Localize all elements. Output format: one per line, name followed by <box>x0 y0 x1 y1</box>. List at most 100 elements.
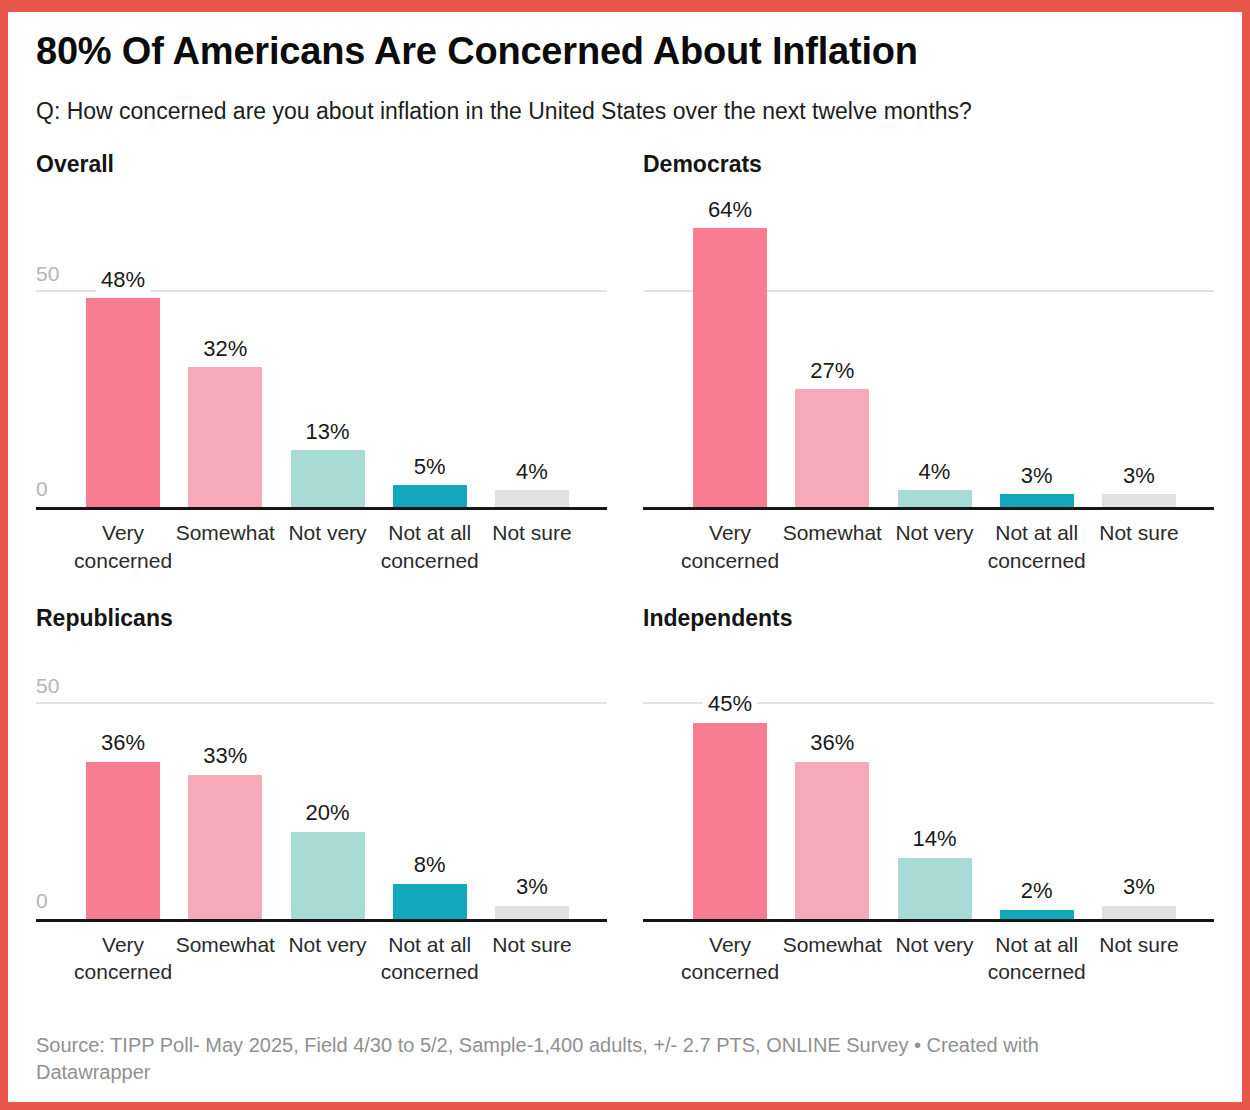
axis-tick-0: 0 <box>36 477 48 501</box>
bar-value-label: 3% <box>511 874 553 900</box>
bar-value-label: 33% <box>198 743 252 769</box>
bar-value-label: 4% <box>914 459 956 485</box>
panel-democrats: Democrats 64% 27% 4% 3%3% Very concernedSom… <box>643 151 1214 574</box>
bar-value-label: 13% <box>300 419 354 445</box>
axis-tick-0: 0 <box>36 889 48 913</box>
bar-value-label: 32% <box>198 336 252 362</box>
bar-column: 3% <box>1088 634 1190 922</box>
bar-value-label: 36% <box>96 730 150 756</box>
bar-value-label: 45% <box>703 691 757 717</box>
panel-title: Independents <box>643 605 1214 632</box>
bar-column: 45% <box>679 634 781 922</box>
category-label: Not at all concerned <box>986 931 1088 986</box>
category-label: Somewhat <box>174 931 276 986</box>
bar <box>693 723 767 919</box>
bar-value-label: 36% <box>805 730 859 756</box>
category-label: Very concerned <box>679 931 781 986</box>
bar-chart: 50 0 36% 33% 20% 8% 3% <box>36 634 607 922</box>
bar <box>693 228 767 507</box>
bar-value-label: 14% <box>907 826 961 852</box>
panel-title: Overall <box>36 151 607 178</box>
small-multiples-grid: Overall 50048%32%13%5%4% Very concernedS… <box>36 151 1214 986</box>
panel-republicans: Republicans 50 0 36% 33% 20% 8% 3% Very concer… <box>36 605 607 986</box>
category-label: Not sure <box>1088 931 1190 986</box>
category-axis: Very concernedSomewhatNot veryNot at all… <box>36 519 607 574</box>
bar-column: 33% <box>174 634 276 922</box>
bar-chart: 64% 27% 4% 3%3% <box>643 180 1214 510</box>
bar <box>1102 906 1176 919</box>
bar-column: 14% <box>883 634 985 922</box>
panel-title: Democrats <box>643 151 1214 178</box>
bar <box>1102 494 1176 507</box>
bar <box>188 775 262 919</box>
bar <box>291 832 365 919</box>
category-label: Not very <box>883 931 985 986</box>
x-axis-baseline <box>36 919 607 922</box>
bar <box>188 367 262 507</box>
bar-value-label: 20% <box>300 800 354 826</box>
bar <box>86 298 160 507</box>
category-label: Not sure <box>481 519 583 574</box>
bar <box>291 450 365 507</box>
bar <box>795 762 869 919</box>
panel-overall: Overall 50048%32%13%5%4% Very concernedS… <box>36 151 607 574</box>
bar <box>86 762 160 919</box>
bar-value-label: 8% <box>409 852 451 878</box>
bar-column: 48% <box>72 180 174 510</box>
bars-group: 45% 36% 14% 2% 3% <box>679 634 1190 922</box>
bar-column: 3% <box>1088 180 1190 510</box>
bar-column: 5% <box>379 180 481 510</box>
category-label: Not very <box>276 519 378 574</box>
category-label: Very concerned <box>72 519 174 574</box>
bar <box>898 490 972 507</box>
bar-column: 36% <box>72 634 174 922</box>
bars-group: 36% 33% 20% 8% 3% <box>72 634 583 922</box>
bar-value-label: 27% <box>805 358 859 384</box>
bar-column: 4% <box>481 180 583 510</box>
bars-group: 64% 27% 4% 3%3% <box>679 180 1190 510</box>
category-label: Very concerned <box>72 931 174 986</box>
x-axis-baseline <box>36 507 607 510</box>
category-label: Somewhat <box>781 519 883 574</box>
category-label: Not at all concerned <box>379 519 481 574</box>
bar-column: 32% <box>174 180 276 510</box>
chart-card: 80% Of Americans Are Concerned About Inf… <box>0 0 1250 1110</box>
bar-column: 4% <box>883 180 985 510</box>
bar-chart: 50048%32%13%5%4% <box>36 180 607 510</box>
category-axis: Very concernedSomewhatNot veryNot at all… <box>643 931 1214 986</box>
bar <box>795 389 869 507</box>
bar-value-label: 4% <box>511 459 553 485</box>
bar-column: 64% <box>679 180 781 510</box>
category-label: Not sure <box>1088 519 1190 574</box>
bar-column: 27% <box>781 180 883 510</box>
bar-value-label: 5% <box>409 454 451 480</box>
bar-value-label: 64% <box>703 197 757 223</box>
category-axis: Very concernedSomewhatNot veryNot at all… <box>36 931 607 986</box>
bar-value-label: 2% <box>1016 878 1058 904</box>
bar-column: 8% <box>379 634 481 922</box>
bar-column: 20% <box>276 634 378 922</box>
category-label: Not very <box>883 519 985 574</box>
bars-group: 48% 32% 13% 5% 4% <box>72 180 583 510</box>
chart-subtitle: Q: How concerned are you about inflation… <box>36 98 1214 126</box>
bar-value-label: 3% <box>1118 874 1160 900</box>
bar <box>393 884 467 919</box>
bar-value-label: 48% <box>96 267 150 293</box>
bar <box>1000 494 1074 507</box>
x-axis-baseline <box>643 919 1214 922</box>
category-label: Not at all concerned <box>986 519 1088 574</box>
axis-tick-50: 50 <box>36 674 59 698</box>
category-label: Not sure <box>481 931 583 986</box>
chart-title: 80% Of Americans Are Concerned About Inf… <box>36 30 1214 74</box>
category-label: Very concerned <box>679 519 781 574</box>
category-label: Somewhat <box>781 931 883 986</box>
bar <box>495 490 569 507</box>
bar-column: 3% <box>986 180 1088 510</box>
panel-title: Republicans <box>36 605 607 632</box>
bar <box>1000 910 1074 919</box>
bar-column: 3% <box>481 634 583 922</box>
bar-column: 13% <box>276 180 378 510</box>
x-axis-baseline <box>643 507 1214 510</box>
category-label: Not very <box>276 931 378 986</box>
bar <box>393 485 467 507</box>
